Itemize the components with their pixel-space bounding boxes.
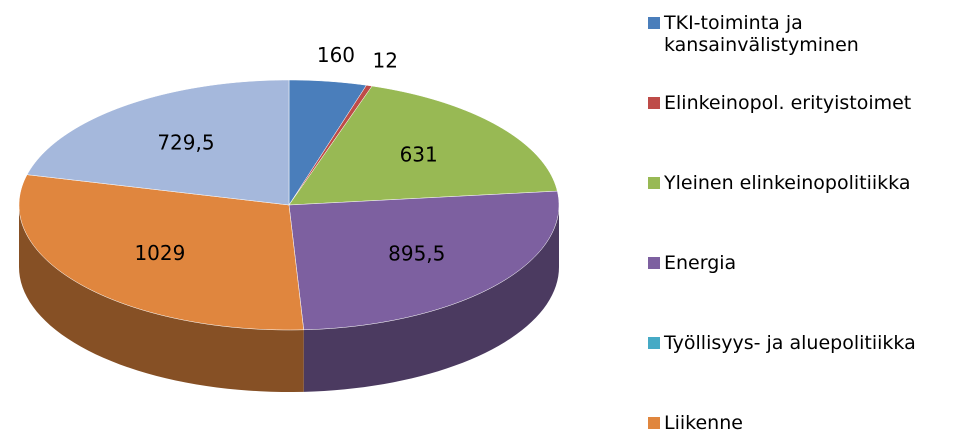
legend-swatch <box>648 417 660 429</box>
legend-item: Yleinen elinkeinopolitiikka <box>648 172 969 194</box>
legend-label: Elinkeinopol. erityistoimet <box>664 92 912 114</box>
slice-side <box>303 205 559 392</box>
data-label: 1029 <box>134 241 185 265</box>
legend-label: Energia <box>664 252 737 274</box>
slice <box>18 174 304 331</box>
legend-label: TKI-toiminta ja kansainvälistyminen <box>664 12 859 56</box>
data-label: 729,5 <box>157 130 214 154</box>
data-label: 12 <box>373 48 398 72</box>
slice <box>288 85 558 206</box>
legend-item: Työllisyys- ja aluepolitiikka <box>648 332 969 354</box>
data-label: 895,5 <box>388 242 445 266</box>
legend-swatch <box>648 337 660 349</box>
legend-item: Liikenne <box>648 412 969 434</box>
legend-label: Työllisyys- ja aluepolitiikka <box>664 332 916 354</box>
legend-item: TKI-toiminta ja kansainvälistyminen <box>648 12 969 56</box>
slice <box>288 190 560 331</box>
legend-swatch <box>648 17 660 29</box>
slice <box>26 79 290 206</box>
data-label: 631 <box>400 142 438 166</box>
legend-label: Yleinen elinkeinopolitiikka <box>664 172 911 194</box>
legend-item: Energia <box>648 252 969 274</box>
legend-swatch <box>648 177 660 189</box>
legend-swatch <box>648 97 660 109</box>
slice-side <box>19 205 304 392</box>
data-label: 160 <box>317 43 355 67</box>
legend-item: Elinkeinopol. erityistoimet <box>648 92 969 114</box>
legend-swatch <box>648 257 660 269</box>
legend-label: Liikenne <box>664 412 743 434</box>
legend: TKI-toiminta ja kansainvälistyminen Elink… <box>648 0 976 434</box>
chart: 160 12 631 895,5 1029 729,5 <box>18 43 560 392</box>
slice <box>288 79 367 206</box>
